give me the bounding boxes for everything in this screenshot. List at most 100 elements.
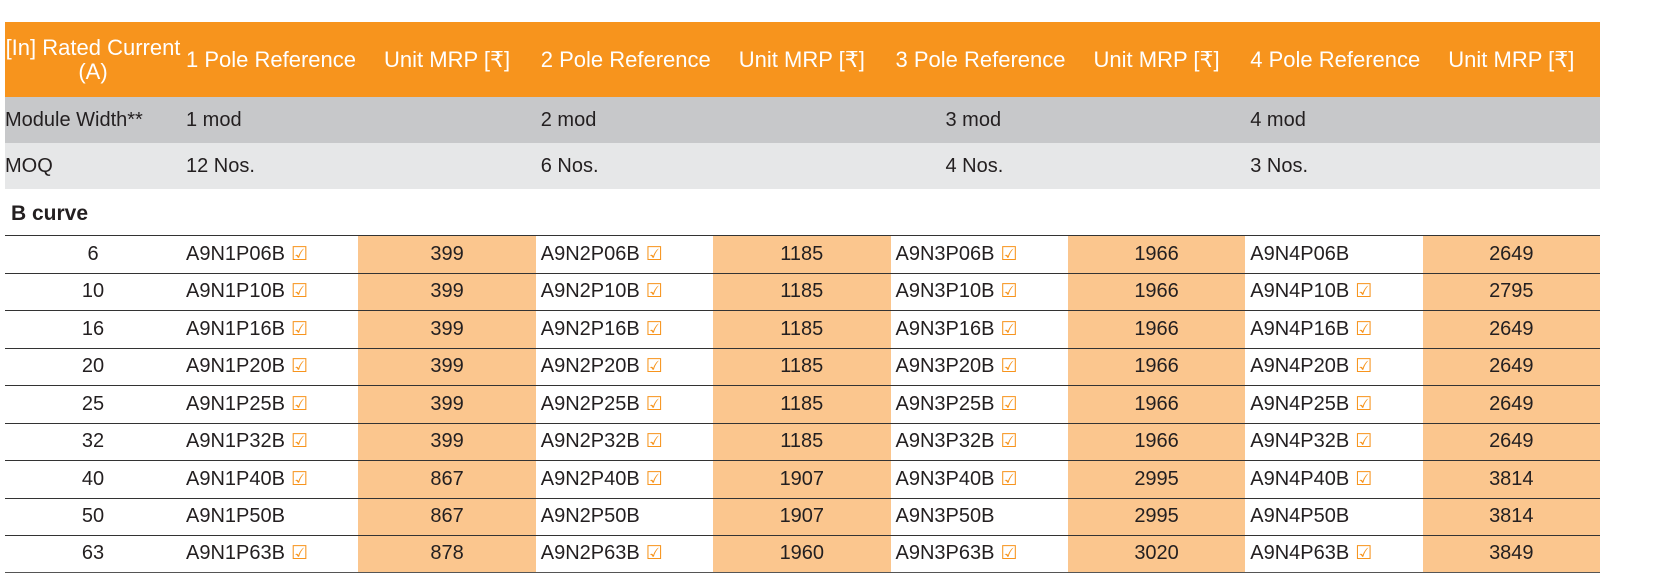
- checkbox-icon: ☑: [645, 543, 663, 565]
- checkbox-icon: ☑: [1000, 543, 1018, 565]
- checkbox-icon: ☑: [1355, 356, 1373, 378]
- reference-code: A9N1P20B: [186, 355, 285, 378]
- pole-2-reference: A9N2P06B ☑: [536, 236, 713, 273]
- reference-code: A9N1P06B: [186, 242, 285, 265]
- checkbox-icon: ☑: [1355, 393, 1373, 415]
- checkbox-icon: ☑: [1000, 431, 1018, 453]
- reference-code: A9N1P32B: [186, 430, 285, 453]
- pole-4-reference: A9N4P10B ☑: [1245, 274, 1422, 311]
- checkbox-icon: ☑: [290, 356, 309, 378]
- checkbox-icon: ☑: [290, 318, 309, 340]
- checkbox-icon: ☑: [1000, 318, 1018, 340]
- table-row: 20 A9N1P20B ☑ 399 A9N2P20B ☑ 1185 A9N3P20B ☑ 1966…: [5, 347, 1600, 386]
- reference-code: A9N2P25B: [540, 392, 640, 415]
- checkbox-icon: ☑: [1355, 431, 1373, 453]
- rated-current: 6: [87, 242, 99, 265]
- reference-code: A9N2P10B: [540, 280, 640, 303]
- moq-1-pole: 12 Nos.: [186, 154, 255, 177]
- checkbox-icon: ☑: [1355, 468, 1373, 490]
- checkbox-icon: ☑: [290, 243, 309, 265]
- reference-code: A9N4P20B: [1250, 355, 1350, 378]
- checkbox-icon: ☑: [645, 318, 663, 340]
- header-4-pole-mrp: Unit MRP [₹]: [1448, 46, 1575, 72]
- checkbox-icon: ☑: [1355, 543, 1373, 565]
- table-body: 6 A9N1P06B ☑ 399 A9N2P06B ☑ 1185 A9N3P06B ☑ 1966 A…: [5, 235, 1600, 573]
- pole-3-mrp: 1966: [1067, 273, 1246, 310]
- reference-code: A9N3P06B: [895, 242, 995, 265]
- reference-code: A9N1P16B: [186, 317, 285, 340]
- table-row: 6 A9N1P06B ☑ 399 A9N2P06B ☑ 1185 A9N3P06B ☑ 1966 A…: [5, 235, 1600, 273]
- reference-code: A9N3P16B: [895, 317, 995, 340]
- pole-3-mrp: 2995: [1067, 461, 1246, 498]
- reference-code: A9N2P16B: [540, 317, 640, 340]
- price-table: [In] Rated Current (A) 1 Pole Reference …: [5, 22, 1600, 573]
- module-width-4-pole: 4 mod: [1250, 108, 1306, 131]
- reference-code: A9N1P50B: [186, 505, 285, 528]
- module-width-1-pole: 1 mod: [186, 108, 242, 131]
- reference-code: A9N3P40B: [895, 467, 995, 490]
- pole-4-mrp: 3814: [1422, 498, 1600, 535]
- pole-3-reference: A9N3P10B ☑: [891, 274, 1068, 311]
- pole-2-reference: A9N2P25B ☑: [536, 386, 713, 423]
- reference-code: A9N4P50B: [1250, 505, 1350, 528]
- header-1-pole-mrp: Unit MRP [₹]: [384, 46, 511, 72]
- pole-1-mrp: 399: [358, 348, 536, 385]
- reference-code: A9N4P40B: [1250, 467, 1350, 490]
- pole-1-reference: A9N1P25B ☑: [181, 386, 358, 423]
- table-row: 25 A9N1P25B ☑ 399 A9N2P25B ☑ 1185 A9N3P25B ☑ 1966…: [5, 385, 1600, 423]
- pole-1-reference: A9N1P32B ☑: [181, 424, 358, 461]
- pole-2-reference: A9N2P63B ☑: [536, 536, 713, 572]
- pole-4-reference: A9N4P06B: [1245, 236, 1422, 273]
- pole-1-reference: A9N1P16B ☑: [181, 311, 358, 348]
- rated-current: 10: [81, 280, 105, 303]
- pole-2-reference: A9N2P50B: [536, 499, 713, 536]
- pole-2-reference: A9N2P40B ☑: [536, 461, 713, 498]
- moq-3-pole: 4 Nos.: [945, 154, 1004, 177]
- checkbox-icon: ☑: [290, 543, 309, 565]
- header-2-pole-reference: 2 Pole Reference: [540, 46, 711, 72]
- reference-code: A9N4P25B: [1250, 392, 1350, 415]
- checkbox-icon: ☑: [645, 281, 663, 303]
- pole-2-reference: A9N2P20B ☑: [536, 349, 713, 386]
- reference-code: A9N1P63B: [186, 542, 285, 565]
- section-title: B curve: [11, 202, 89, 225]
- pole-1-mrp: 399: [358, 386, 536, 423]
- pole-1-reference: A9N1P10B ☑: [181, 274, 358, 311]
- pole-4-mrp: 2795: [1422, 273, 1600, 310]
- reference-code: A9N3P10B: [895, 280, 995, 303]
- checkbox-icon: ☑: [290, 281, 309, 303]
- pole-1-reference: A9N1P50B: [181, 499, 358, 536]
- pole-4-reference: A9N4P63B ☑: [1245, 536, 1422, 572]
- header-3-pole-mrp: Unit MRP [₹]: [1093, 46, 1220, 72]
- checkbox-icon: ☑: [290, 468, 309, 490]
- pole-3-reference: A9N3P06B ☑: [891, 236, 1068, 273]
- pole-2-mrp: 1907: [713, 498, 891, 535]
- reference-code: A9N3P63B: [895, 542, 995, 565]
- pole-4-mrp: 2649: [1422, 311, 1600, 348]
- reference-code: A9N2P63B: [540, 542, 640, 565]
- reference-code: A9N4P63B: [1250, 542, 1350, 565]
- pole-4-reference: A9N4P32B ☑: [1245, 424, 1422, 461]
- pole-4-mrp: 2649: [1422, 348, 1600, 385]
- rated-current: 16: [81, 317, 105, 340]
- pole-3-reference: A9N3P50B: [891, 499, 1068, 536]
- checkbox-icon: ☑: [1355, 318, 1373, 340]
- table-header: [In] Rated Current (A) 1 Pole Reference …: [5, 22, 1600, 97]
- pole-2-mrp: 1185: [713, 348, 891, 385]
- pole-3-reference: A9N3P16B ☑: [891, 311, 1068, 348]
- pole-2-reference: A9N2P10B ☑: [536, 274, 713, 311]
- checkbox-icon: ☑: [1355, 281, 1373, 303]
- reference-code: A9N2P50B: [540, 505, 640, 528]
- module-width-label: Module Width**: [5, 108, 143, 131]
- rated-current: 40: [81, 467, 105, 490]
- pole-3-mrp: 1966: [1067, 311, 1246, 348]
- checkbox-icon: ☑: [290, 393, 309, 415]
- header-1-pole-reference: 1 Pole Reference: [186, 46, 356, 72]
- pole-1-reference: A9N1P20B ☑: [181, 349, 358, 386]
- checkbox-icon: ☑: [1000, 243, 1018, 265]
- reference-code: A9N3P50B: [895, 505, 995, 528]
- pole-3-mrp: 1966: [1067, 423, 1246, 460]
- pole-2-mrp: 1960: [713, 536, 891, 572]
- checkbox-icon: ☑: [290, 431, 309, 453]
- pole-2-reference: A9N2P32B ☑: [536, 424, 713, 461]
